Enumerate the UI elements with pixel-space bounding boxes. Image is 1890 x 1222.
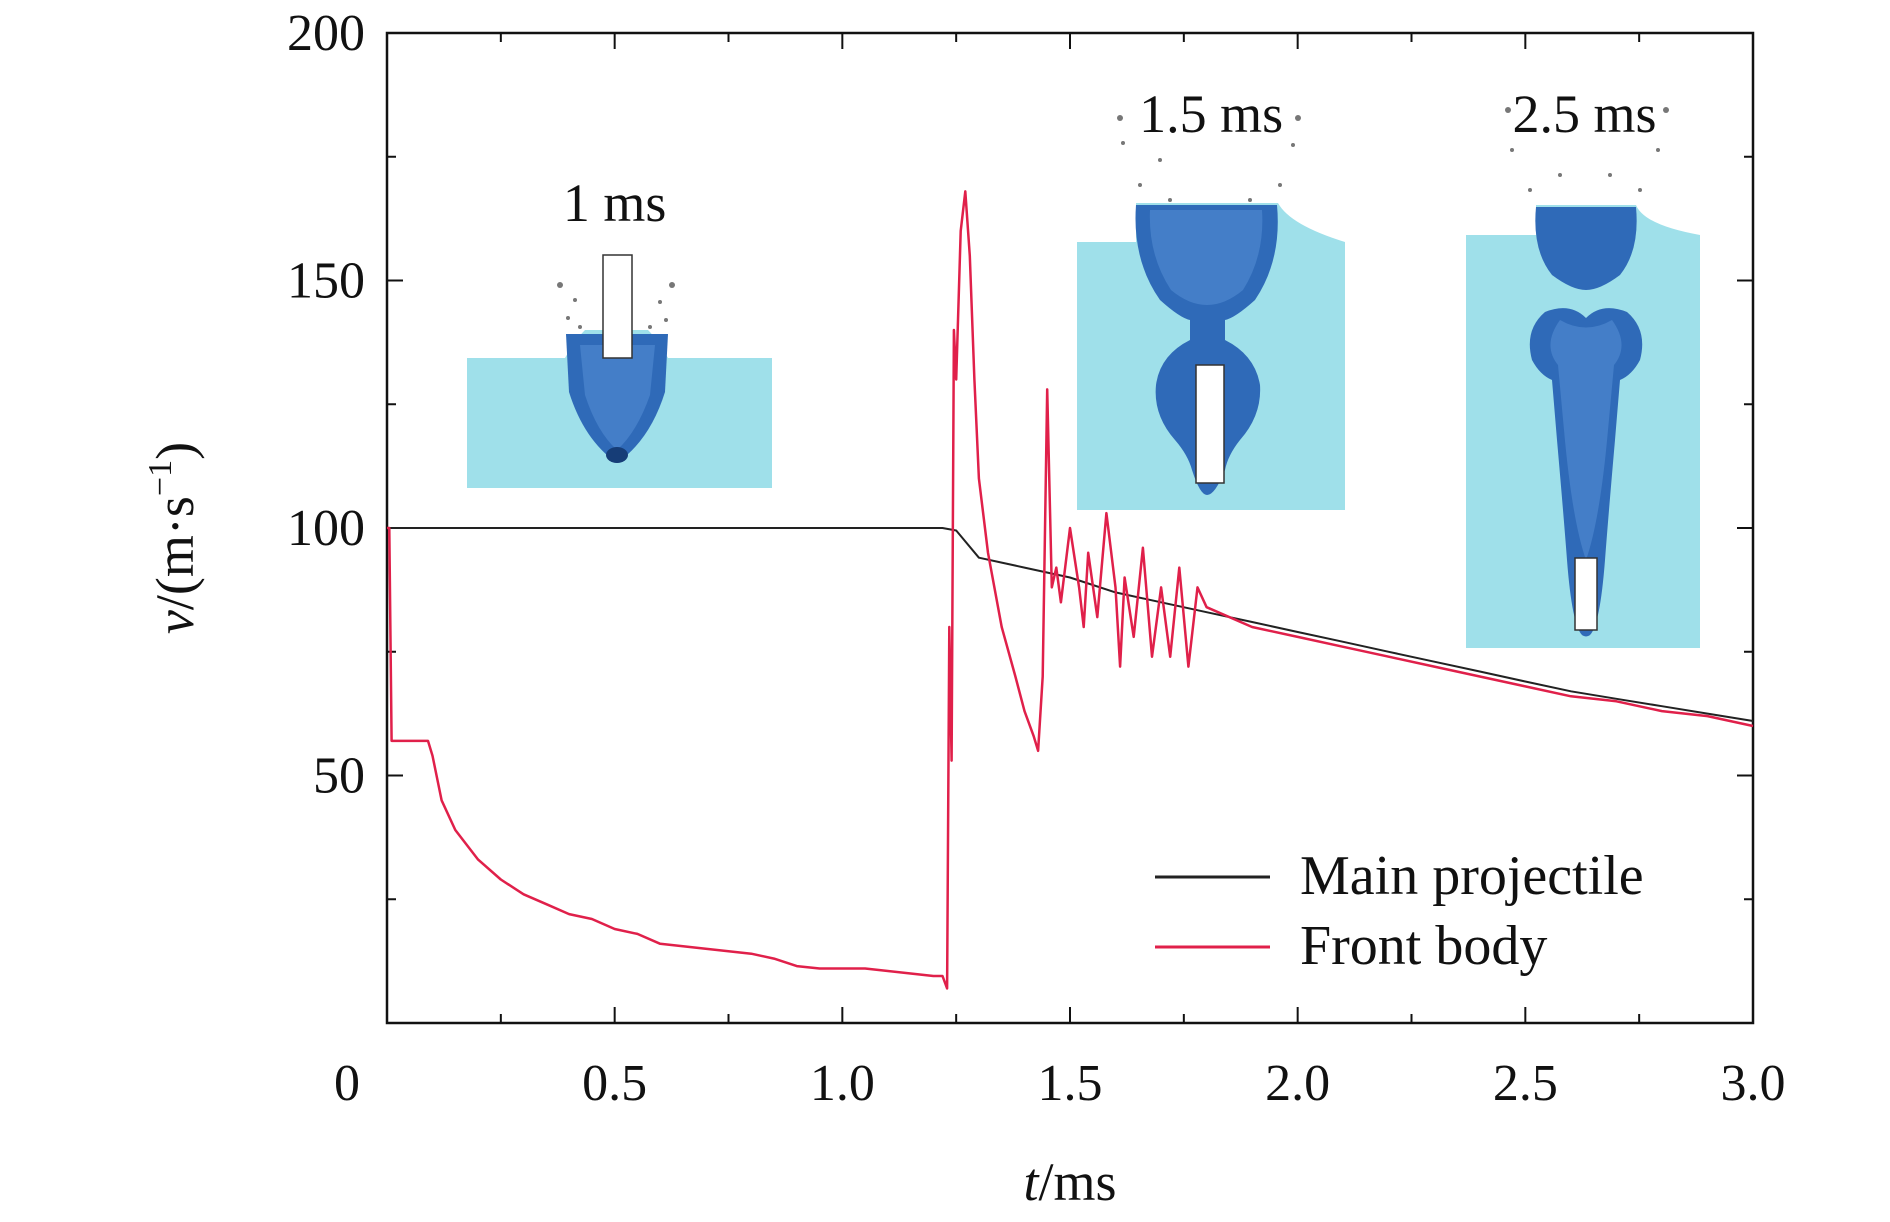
- x-axis-tick-labels: 0 0.5 1.0 1.5 2.0 2.5 3.0: [334, 1055, 1786, 1112]
- inset-label: 2.5 ms: [1513, 84, 1657, 144]
- x-axis-title-unit: /ms: [1038, 1152, 1116, 1212]
- x-axis-ticks: [386, 33, 1754, 1023]
- x-tick-label: 1.0: [810, 1055, 875, 1112]
- y-tick-label: 50: [313, 748, 365, 805]
- series-line-front-body: [387, 190, 1754, 990]
- inset-2.5ms-picture: [1466, 107, 1700, 648]
- y-tick-label: 200: [287, 5, 365, 62]
- x-axis-title-var: t: [1023, 1152, 1040, 1212]
- x-tick-label: 2.0: [1265, 1055, 1330, 1112]
- inset-labels: 1 ms 1.5 ms 2.5 ms: [563, 84, 1657, 233]
- inset-label: 1.5 ms: [1139, 84, 1283, 144]
- legend: Main projectile Front body: [1155, 845, 1644, 977]
- simulation-insets: [467, 107, 1700, 648]
- y-axis-ticks: [387, 32, 1753, 1024]
- legend-label-front-body: Front body: [1300, 915, 1547, 977]
- x-tick-label: 0: [334, 1055, 360, 1112]
- y-axis-title: v/(m·s−1): [142, 442, 205, 634]
- legend-label-main-projectile: Main projectile: [1300, 845, 1644, 907]
- y-axis-tick-labels: 50 100 150 200: [287, 5, 365, 805]
- x-tick-label: 0.5: [582, 1055, 647, 1112]
- x-tick-label: 3.0: [1721, 1055, 1786, 1112]
- y-axis-title-exponent: −1: [142, 460, 179, 496]
- y-axis-title-var: v: [145, 610, 205, 634]
- data-series: [387, 190, 1754, 990]
- y-axis-title-close: ): [145, 442, 205, 460]
- inset-1.5ms-picture: [1077, 115, 1345, 510]
- x-tick-label: 1.5: [1038, 1055, 1103, 1112]
- y-axis-title-unit: /(m·s: [145, 496, 205, 610]
- x-tick-label: 2.5: [1493, 1055, 1558, 1112]
- x-axis-title: t/ms: [1023, 1152, 1116, 1212]
- inset-label: 1 ms: [563, 173, 667, 233]
- y-tick-label: 150: [287, 253, 365, 310]
- inset-1ms-picture: [467, 254, 772, 488]
- y-tick-label: 100: [287, 500, 365, 557]
